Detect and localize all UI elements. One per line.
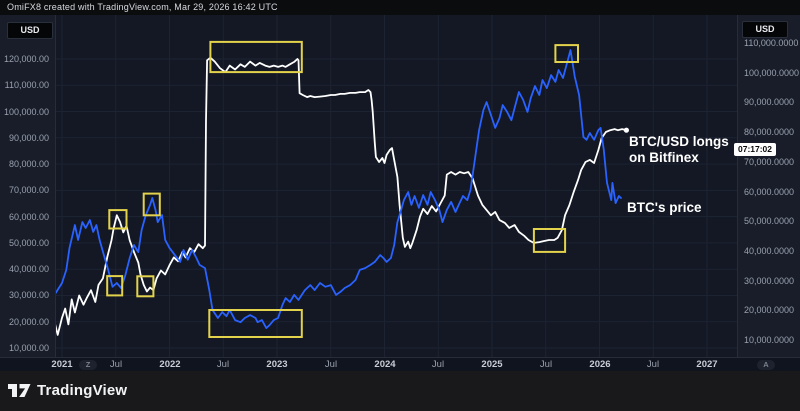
- left-axis-tick: 50,000.00: [8, 238, 49, 248]
- longs-series-callout: BTC/USD longs on Bitfinex: [629, 134, 729, 166]
- longs-callout-line2: on Bitfinex: [629, 150, 699, 165]
- price-series-callout: BTC's price: [627, 200, 701, 216]
- right-axis-tick: 20,000.0000: [744, 305, 795, 315]
- footer-bar: TradingView: [0, 371, 800, 411]
- time-axis-tick: 2026: [589, 359, 611, 370]
- auto-scale-badge[interactable]: A: [757, 360, 775, 370]
- time-axis-tick: Jul: [646, 359, 660, 370]
- time-axis-tick: 2022: [159, 359, 181, 370]
- time-axis-tick: 2027: [696, 359, 718, 370]
- left-axis-unit-chip: USD: [7, 22, 53, 39]
- left-axis-tick: 60,000.00: [8, 212, 49, 222]
- time-axis-tick: 2023: [266, 359, 288, 370]
- attribution-text: OmiFX8 created with TradingView.com, Mar…: [7, 2, 278, 12]
- left-axis-tick: 70,000.00: [8, 185, 49, 195]
- time-axis-tick: 2024: [374, 359, 396, 370]
- right-axis-tick: 80,000.0000: [744, 127, 795, 137]
- right-axis-tick: 30,000.0000: [744, 276, 795, 286]
- chart-panel: USD 120,000.00 110,000.00 100,000.00 90,000…: [0, 15, 800, 357]
- right-axis-tick: 70,000.0000: [744, 157, 795, 167]
- left-axis-tick: 110,000.00: [4, 80, 49, 90]
- right-axis-tick: 50,000.0000: [744, 216, 795, 226]
- right-axis-tick: 60,000.0000: [744, 187, 795, 197]
- right-axis-tick: 110,000.0000: [744, 38, 799, 48]
- time-axis-tick: 2021: [51, 359, 73, 370]
- right-axis-tick: 100,000.0000: [744, 68, 800, 78]
- left-axis-tick: 90,000.00: [8, 133, 49, 143]
- tradingview-brand-text: TradingView: [37, 382, 128, 399]
- left-axis-tick: 30,000.00: [8, 290, 49, 300]
- time-axis-tick: Jul: [324, 359, 338, 370]
- left-axis-tick: 40,000.00: [8, 264, 49, 274]
- right-price-axis[interactable]: USD 110,000.0000 100,000.0000 90,000.0000 8…: [737, 15, 800, 357]
- left-axis-tick: 80,000.00: [8, 159, 49, 169]
- left-axis-tick: 20,000.00: [8, 317, 49, 327]
- right-axis-unit-chip: USD: [742, 21, 788, 38]
- right-axis-tick: 90,000.0000: [744, 97, 795, 107]
- time-axis-tick: 2025: [481, 359, 503, 370]
- longs-callout-line1: BTC/USD longs: [629, 134, 729, 149]
- left-axis-tick: 10,000.00: [8, 343, 49, 353]
- attribution-bar: OmiFX8 created with TradingView.com, Mar…: [0, 0, 800, 15]
- time-axis-tick: Jul: [539, 359, 553, 370]
- timezone-badge[interactable]: Z: [79, 360, 97, 370]
- tradingview-logo-icon: [8, 384, 31, 397]
- time-axis-tick: Jul: [431, 359, 445, 370]
- time-axis-tick: Jul: [216, 359, 230, 370]
- right-axis-tick: 10,000.0000: [744, 335, 795, 345]
- left-price-axis[interactable]: USD 120,000.00 110,000.00 100,000.00 90,000…: [0, 15, 56, 357]
- time-axis-tick: Jul: [109, 359, 123, 370]
- left-axis-tick: 120,000.00: [3, 54, 49, 64]
- bar-countdown-badge: 07:17:02: [734, 143, 776, 156]
- price-callout-text: BTC's price: [627, 200, 702, 215]
- tradingview-brand: TradingView: [8, 382, 127, 399]
- left-axis-tick: 100,000.00: [3, 107, 49, 117]
- price-chart[interactable]: [55, 15, 737, 357]
- right-axis-tick: 40,000.0000: [744, 246, 795, 256]
